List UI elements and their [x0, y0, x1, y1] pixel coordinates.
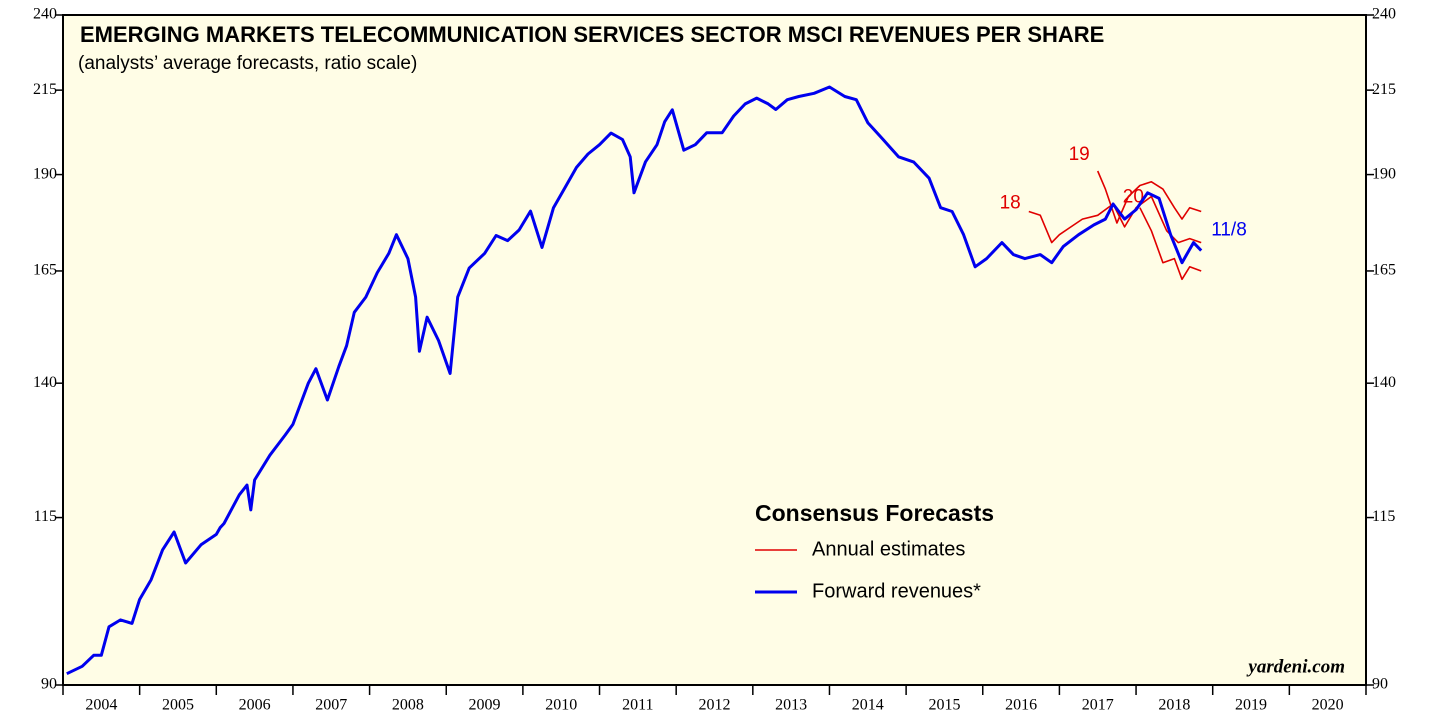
- line-label: 18: [1000, 193, 1021, 214]
- y-tick-label: 140: [33, 374, 57, 391]
- y2-tick-label: 240: [1372, 6, 1396, 23]
- x-tick-label: 2007: [315, 697, 347, 714]
- x-tick-label: 2009: [469, 697, 501, 714]
- plot-area: [62, 14, 1367, 686]
- y-tick-label: 115: [34, 508, 57, 525]
- y-tick-label: 165: [33, 262, 57, 279]
- end-label: 11/8: [1211, 220, 1247, 241]
- x-tick-label: 2017: [1082, 697, 1114, 714]
- y2-tick-label: 115: [1372, 508, 1395, 525]
- x-tick-label: 2008: [392, 697, 424, 714]
- x-tick-label: 2020: [1312, 697, 1344, 714]
- x-tick-label: 2015: [928, 697, 960, 714]
- x-tick-label: 2013: [775, 697, 807, 714]
- y2-tick-label: 215: [1372, 81, 1396, 98]
- line: [1096, 170, 1202, 224]
- x-tick-label: 2006: [239, 697, 271, 714]
- y-tick-label: 240: [33, 6, 57, 23]
- line-label: 20: [1123, 187, 1144, 208]
- line: [66, 85, 1203, 676]
- legend-label: Annual estimates: [812, 538, 965, 560]
- x-tick-label: 2014: [852, 697, 884, 714]
- x-tick-label: 2012: [699, 697, 731, 714]
- chart-subtitle: (analysts’ average forecasts, ratio scal…: [78, 53, 417, 74]
- y2-tick-label: 90: [1372, 676, 1388, 693]
- x-tick-label: 2004: [85, 697, 117, 714]
- line-label: 19: [1069, 144, 1090, 165]
- legend-label: Forward revenues*: [812, 580, 981, 602]
- x-tick-label: 2016: [1005, 697, 1037, 714]
- x-tick-label: 2018: [1158, 697, 1190, 714]
- y2-tick-label: 190: [1372, 165, 1396, 182]
- y-tick-label: 215: [33, 81, 57, 98]
- x-tick-label: 2010: [545, 697, 577, 714]
- x-tick-label: 2019: [1235, 697, 1267, 714]
- y2-tick-label: 140: [1372, 374, 1396, 391]
- y-tick-label: 190: [33, 165, 57, 182]
- source: yardeni.com: [1246, 656, 1345, 677]
- line: [1139, 207, 1202, 281]
- y-tick-label: 90: [41, 676, 57, 693]
- chart-title: EMERGING MARKETS TELECOMMUNICATION SERVI…: [80, 22, 1104, 47]
- x-tick-label: 2011: [622, 697, 653, 714]
- x-tick-label: 2005: [162, 697, 194, 714]
- legend-title: Consensus Forecasts: [755, 500, 994, 526]
- y2-tick-label: 165: [1372, 262, 1396, 279]
